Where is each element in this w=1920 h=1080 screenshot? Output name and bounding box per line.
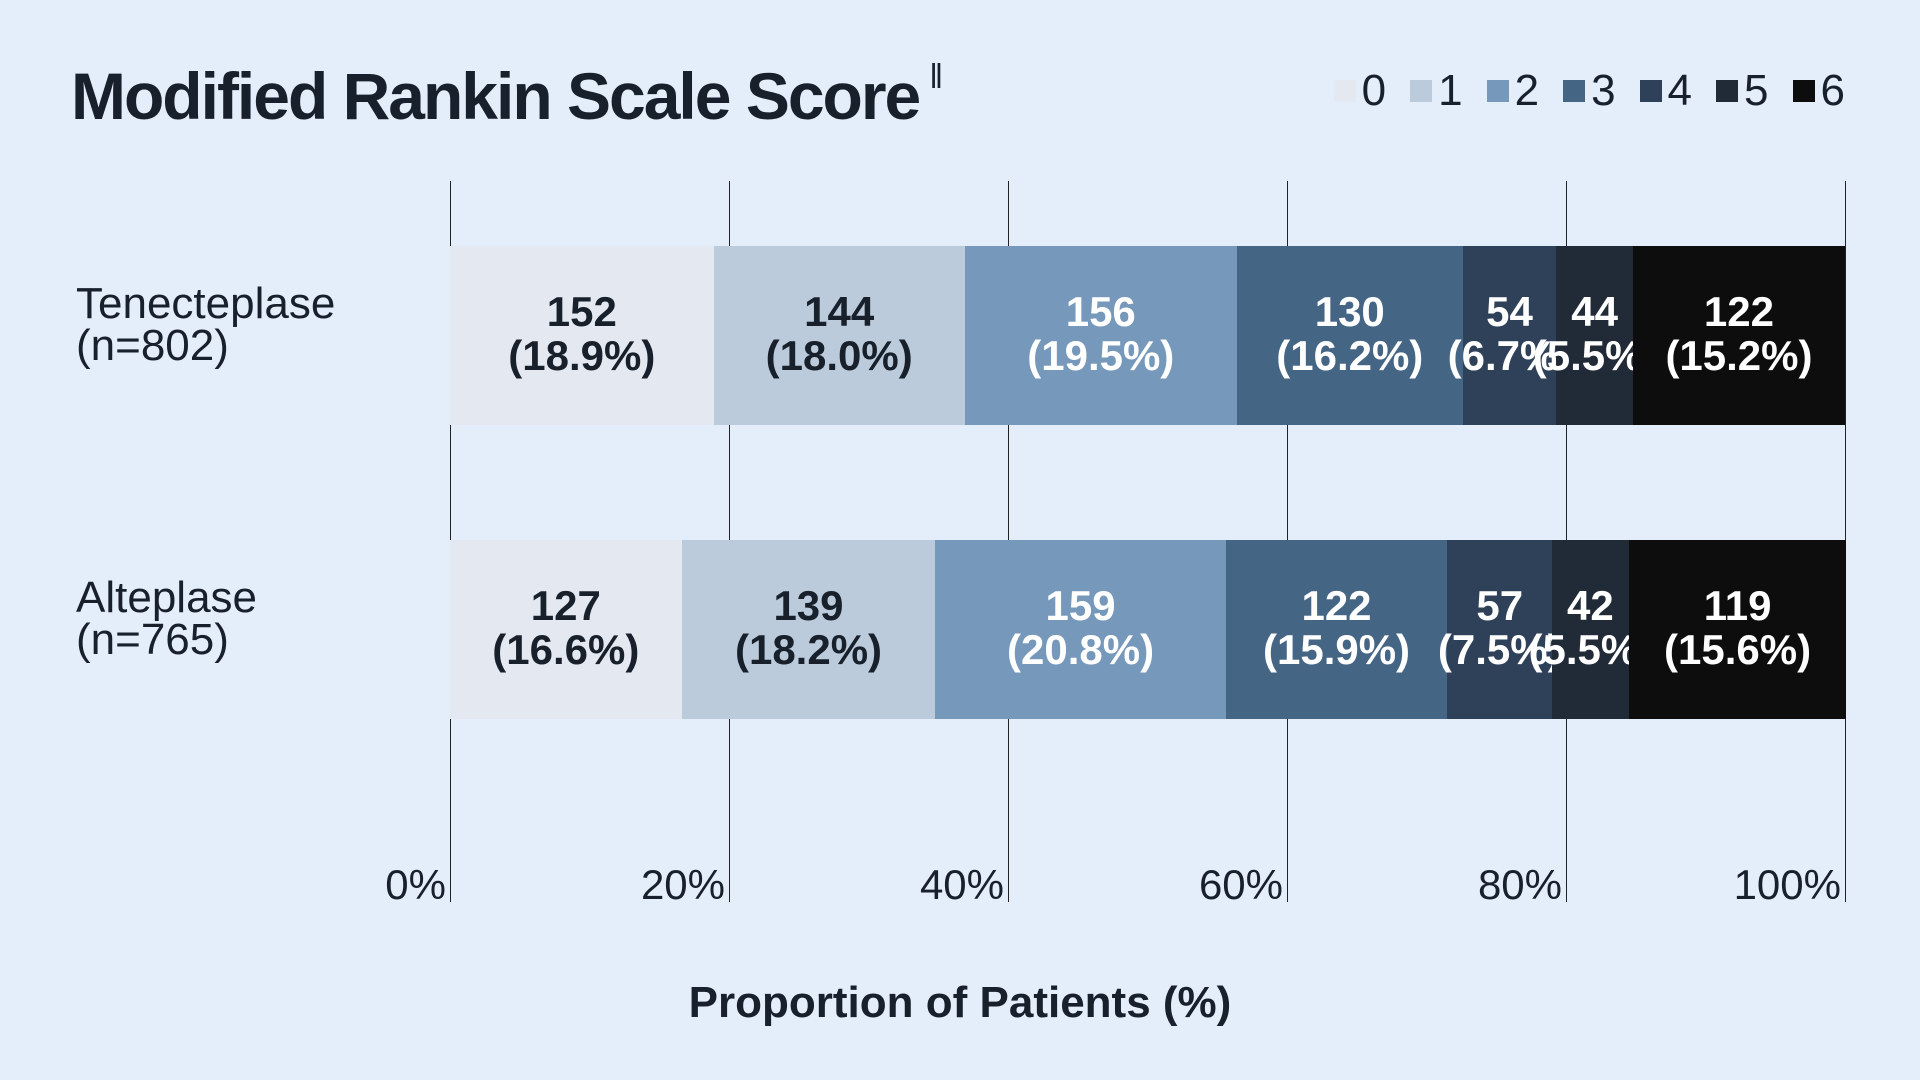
data-label-count: 156 [1065, 288, 1136, 335]
data-label-count: 144 [804, 288, 875, 335]
legend-item: 3 [1563, 66, 1616, 116]
bar-segment [1556, 246, 1633, 425]
x-tick-label: 100% [1733, 861, 1841, 908]
data-label-percent: (18.0%) [765, 332, 913, 379]
y-tick-label: Tenecteplase (n=802) [76, 279, 336, 370]
bar-segment [450, 540, 682, 719]
legend-label: 3 [1591, 66, 1616, 115]
bar-segment [713, 246, 965, 425]
legend-item: 4 [1639, 66, 1693, 116]
legend: 0 1 2 3 4 5 6 [1333, 66, 1845, 116]
legend-swatch [1410, 80, 1433, 102]
y-tick-label: Alteplase (n=765) [76, 573, 258, 664]
data-label-percent: (18.2%) [734, 626, 883, 673]
bar-segment [1236, 246, 1463, 425]
legend-swatch [1716, 80, 1739, 102]
data-label-percent: (16.6%) [492, 626, 640, 673]
bar-segment [964, 246, 1237, 425]
legend-swatch [1333, 80, 1356, 102]
data-label-count: 122 [1301, 582, 1372, 629]
data-label-count: 159 [1045, 582, 1116, 629]
bar-segment [681, 540, 936, 719]
data-label-percent: (6.7%) [1447, 332, 1572, 379]
data-label-percent: (15.9%) [1262, 626, 1411, 673]
bar-segment [1462, 246, 1557, 425]
x-tick-label: 20% [640, 861, 725, 908]
legend-label: 1 [1438, 66, 1463, 115]
data-label-percent: (7.5%) [1437, 626, 1562, 673]
bar-segment [1632, 246, 1845, 425]
bar-segment [450, 246, 714, 425]
x-tick-label: 80% [1477, 861, 1562, 908]
legend-label: 2 [1514, 66, 1540, 115]
data-label-count: 54 [1486, 288, 1533, 335]
data-label-count: 44 [1571, 288, 1618, 335]
x-tick-label: 60% [1198, 861, 1283, 908]
legend-item: 2 [1486, 66, 1540, 116]
legend-item: 0 [1333, 66, 1387, 116]
x-tick-label: 0% [385, 861, 446, 908]
bar-segment [1628, 540, 1847, 719]
data-label-percent: (15.2%) [1665, 332, 1813, 379]
bar-segment [1447, 540, 1553, 719]
data-label-count: 127 [530, 582, 601, 629]
legend-item: 1 [1410, 66, 1463, 116]
data-label-percent: (20.8%) [1007, 626, 1155, 673]
chart-title-wrap: Modified Rankin Scale Score ‖ [71, 58, 943, 134]
legend-label: 6 [1820, 66, 1845, 115]
bar-segment [1225, 540, 1448, 719]
data-label-count: 119 [1703, 582, 1772, 629]
data-label-count: 57 [1476, 582, 1524, 629]
data-label-count: 130 [1314, 288, 1385, 335]
x-axis-title: Proportion of Patients (%) [688, 978, 1232, 1027]
data-label-percent: (18.9%) [508, 332, 656, 379]
data-label-count: 139 [773, 582, 844, 629]
legend-swatch [1486, 80, 1509, 102]
legend-label: 0 [1361, 66, 1387, 115]
legend-label: 4 [1667, 66, 1693, 115]
x-tick-label: 40% [919, 861, 1004, 908]
data-label-percent: (15.6%) [1664, 626, 1812, 673]
chart-title: Modified Rankin Scale Score [71, 59, 921, 133]
title-footnote: ‖ [929, 58, 944, 96]
legend-swatch [1792, 80, 1815, 102]
bar-segment [1552, 540, 1629, 719]
data-label-count: 122 [1703, 288, 1774, 335]
legend-swatch [1639, 80, 1662, 102]
legend-label: 5 [1744, 66, 1769, 115]
data-label-count: 42 [1567, 582, 1614, 629]
legend-item: 5 [1716, 66, 1769, 116]
data-label-count: 152 [546, 288, 617, 335]
data-label-percent: (16.2%) [1276, 332, 1424, 379]
data-label-percent: (19.5%) [1027, 332, 1175, 379]
bar-segment [935, 540, 1226, 719]
legend-swatch [1563, 80, 1586, 102]
legend-item: 6 [1792, 66, 1845, 116]
